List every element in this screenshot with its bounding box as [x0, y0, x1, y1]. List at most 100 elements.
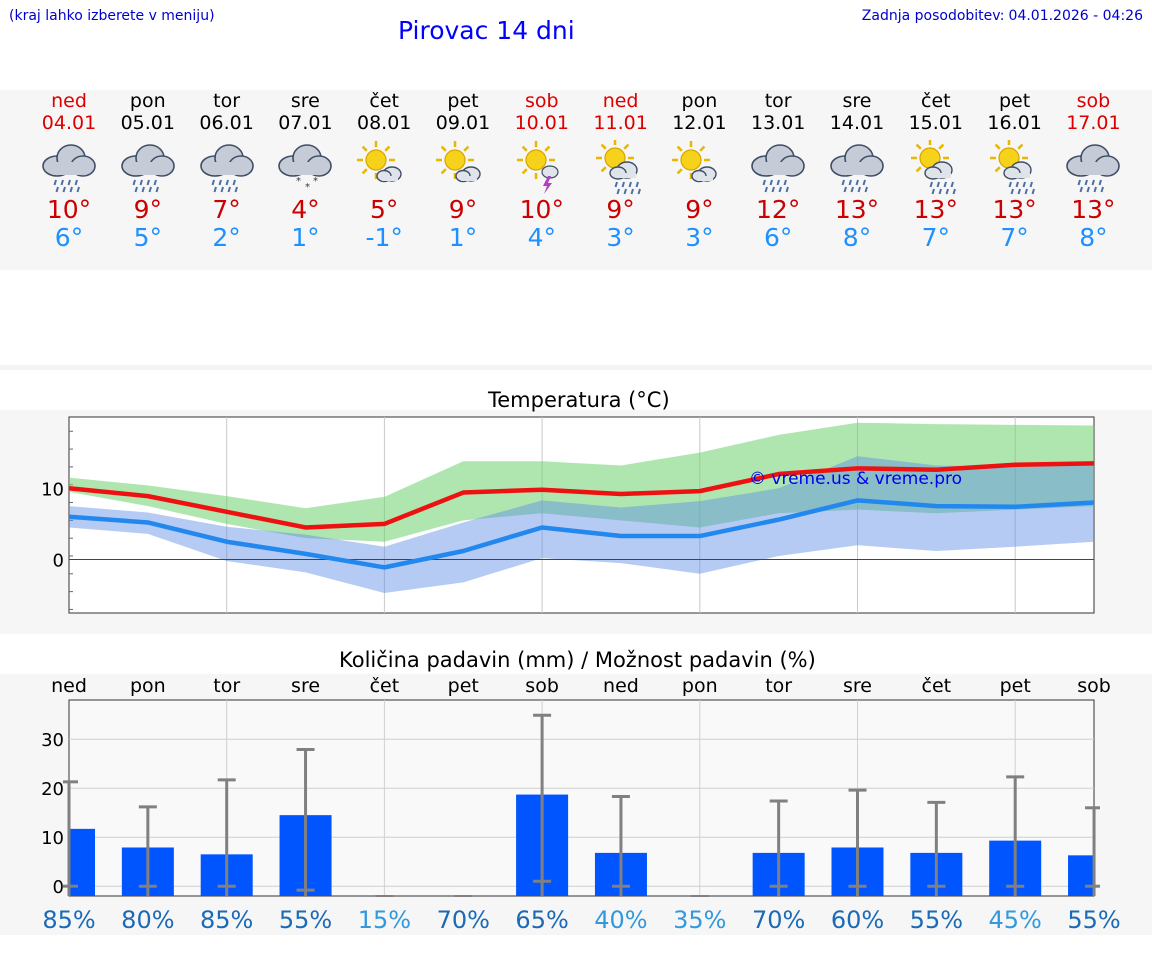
day-label: tor: [213, 675, 240, 697]
day-name: pet: [998, 90, 1031, 112]
sun-cloud-icon: [357, 141, 402, 183]
rain-cloud-icon: [120, 144, 175, 193]
day-label: čet: [922, 675, 952, 697]
forecast-day: pet 16.01 13° 7°: [976, 90, 1054, 252]
svg-text:*: *: [313, 176, 318, 187]
temp-max: 5°: [369, 195, 399, 224]
day-name: pon: [681, 90, 718, 112]
temp-min: 1°: [291, 223, 320, 252]
day-date: 06.01: [199, 112, 254, 134]
day-label: sre: [291, 675, 320, 697]
precip-probability: 40%: [594, 906, 647, 934]
precipitation-chart-title: Količina padavin (mm) / Možnost padavin …: [339, 648, 816, 672]
precip-probability: 35%: [673, 906, 726, 934]
temp-max: 9°: [133, 195, 162, 224]
sun-cloud-icon: [672, 141, 718, 183]
precipitation-chart: ned pon tor sre čet pet sob ned pon tor sre čet pet s…: [41, 675, 1121, 934]
day-label: sob: [525, 675, 559, 697]
divider: [0, 365, 1152, 370]
location-hint: (kraj lahko izberete v meniju): [9, 8, 215, 24]
temp-min: 5°: [133, 223, 162, 252]
day-label: sob: [1077, 675, 1111, 697]
temp-min: 8°: [842, 223, 872, 252]
day-date: 08.01: [356, 112, 412, 134]
day-name: čet: [369, 90, 399, 112]
precip-probability: 45%: [989, 906, 1042, 934]
y-tick-label: 10: [41, 479, 64, 500]
temp-max: 12°: [756, 195, 801, 224]
last-updated: Zadnja posodobitev: 04.01.2026 - 04:26: [862, 8, 1143, 24]
day-date: 14.01: [829, 112, 885, 134]
sun-thunder-icon: [516, 141, 559, 194]
temperature-chart-title: Temperatura (°C): [488, 388, 670, 412]
sun-rain-icon: [989, 140, 1035, 195]
day-label: sre: [843, 675, 872, 697]
temp-min: 1°: [448, 223, 478, 252]
temp-min: 8°: [1079, 223, 1108, 252]
day-name: pon: [129, 90, 166, 112]
day-label: ned: [51, 675, 87, 697]
watermark: © vreme.us & vreme.pro: [749, 469, 962, 489]
day-label: pon: [682, 675, 718, 697]
temp-max: 13°: [992, 195, 1037, 224]
precip-probability: 85%: [200, 906, 253, 934]
snow-cloud-icon: ***: [278, 144, 333, 193]
temp-min: 2°: [212, 223, 241, 252]
day-name: ned: [602, 90, 639, 112]
forecast-day: čet 15.01 13° 7°: [897, 90, 975, 252]
temp-max: 13°: [913, 195, 958, 224]
forecast-day: tor 13.01 12° 6°: [739, 90, 817, 252]
day-name: sob: [1076, 90, 1111, 112]
temp-max: 4°: [291, 195, 320, 224]
day-label: pet: [1000, 675, 1031, 697]
forecast-day: tor 06.01 7° 2°: [188, 90, 266, 252]
forecast-day: pon 05.01 9° 5°: [109, 90, 187, 252]
temp-min: 6°: [54, 223, 84, 252]
precip-bar: [1068, 855, 1094, 896]
precip-probability: 55%: [1067, 906, 1120, 934]
day-name: sre: [842, 90, 872, 112]
daily-forecast-strip: ned 04.01 10° 6° pon 05.01 9° 5° tor 06.01 7° 2° sre…: [0, 90, 1152, 270]
day-date: 11.01: [593, 112, 648, 134]
day-name: pet: [447, 90, 479, 112]
day-name: ned: [51, 90, 87, 112]
max-range-band: [69, 422, 1095, 542]
day-label: ned: [603, 675, 639, 697]
temp-max: 9°: [685, 195, 714, 224]
temp-max: 9°: [448, 195, 478, 224]
sun-rain-icon: [595, 140, 641, 195]
sun-cloud-icon: [436, 141, 481, 183]
temp-max: 7°: [212, 195, 241, 224]
day-name: sre: [290, 90, 320, 112]
rain-cloud-icon: [830, 144, 884, 193]
precip-probability: 70%: [437, 906, 490, 934]
max-temp-line: [68, 461, 1095, 530]
day-name: tor: [764, 90, 792, 112]
forecast-day: ned 11.01 9° 3°: [582, 90, 660, 252]
day-date: 12.01: [672, 112, 727, 134]
forecast-day: pon 12.01 9° 3°: [660, 90, 738, 252]
day-name: čet: [921, 90, 951, 112]
page-title: Pirovac 14 dni: [398, 16, 575, 45]
forecast-day: sob 10.01 10° 4°: [503, 90, 581, 252]
day-label: čet: [370, 675, 400, 697]
day-date: 17.01: [1066, 112, 1121, 134]
precip-probability: 80%: [121, 906, 174, 934]
day-date: 16.01: [987, 112, 1042, 134]
precip-probability: 85%: [42, 906, 95, 934]
day-name: tor: [213, 90, 241, 112]
min-temp-line: [68, 498, 1095, 570]
precip-probability: 70%: [752, 906, 805, 934]
temp-min: 7°: [921, 223, 950, 252]
forecast-day: čet 08.01 5° -1°: [345, 90, 423, 252]
day-date: 15.01: [908, 112, 963, 134]
day-date: 13.01: [750, 112, 806, 134]
temp-max: 13°: [834, 195, 880, 224]
day-date: 04.01: [41, 112, 97, 134]
temp-min: -1°: [365, 223, 403, 252]
forecast-day: ned 04.01 10° 6°: [30, 90, 108, 252]
day-label: pon: [130, 675, 166, 697]
temp-max: 10°: [519, 195, 564, 224]
temp-max: 13°: [1071, 195, 1116, 224]
precip-probability: 65%: [515, 906, 568, 934]
